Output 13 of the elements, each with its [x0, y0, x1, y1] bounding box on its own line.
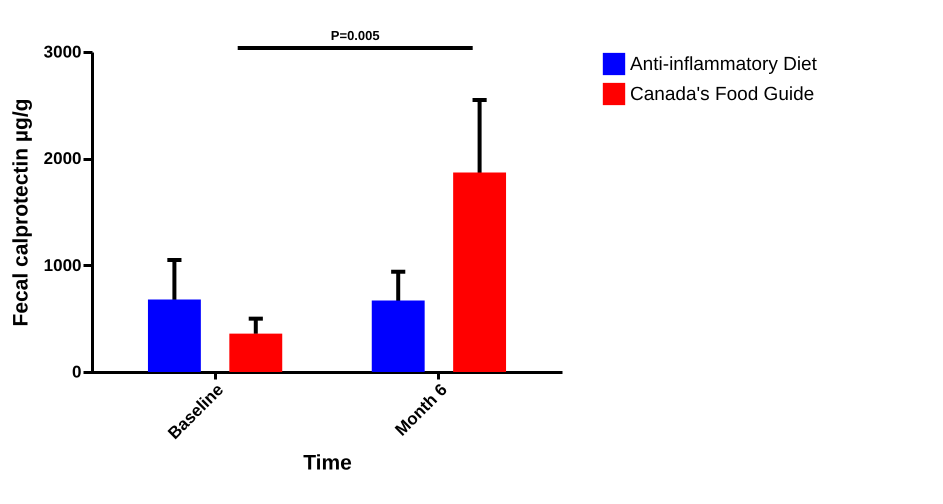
text: P=0.005	[330, 28, 380, 43]
bar	[229, 334, 282, 372]
y-tick-label: 2000	[44, 149, 82, 168]
legend-label: Canada's Food Guide	[630, 84, 814, 105]
y-axis-title: Fecal calprotectin µg/g	[10, 98, 33, 326]
y-tick-label: 3000	[44, 42, 82, 62]
bar	[148, 299, 201, 372]
bar	[372, 300, 425, 372]
legend-label: Anti-inflammatory Diet	[630, 54, 818, 75]
y-tick-label: 1000	[44, 256, 82, 275]
x-axis-title: Time	[303, 451, 352, 474]
y-tick-label: 0	[72, 362, 82, 382]
bar	[453, 172, 506, 372]
